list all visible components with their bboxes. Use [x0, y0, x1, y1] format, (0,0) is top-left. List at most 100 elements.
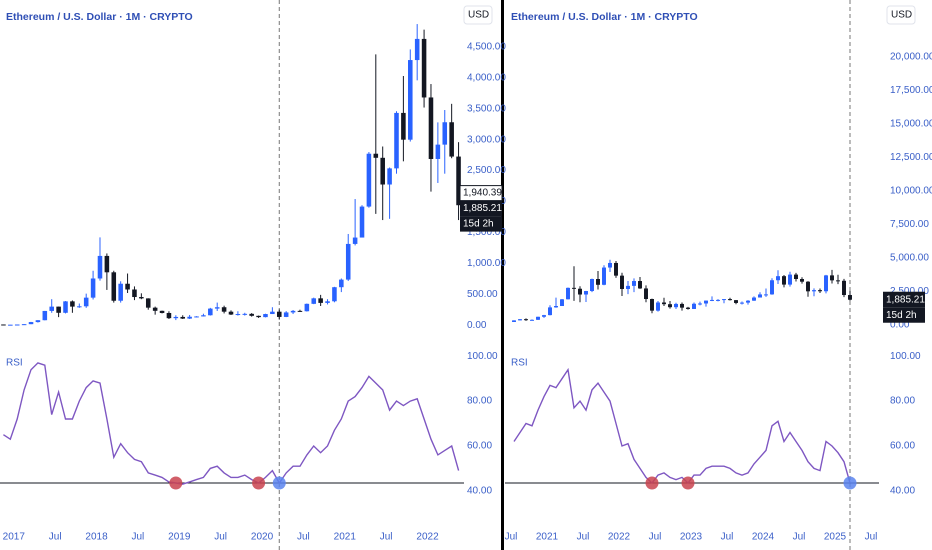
candle-body	[318, 298, 323, 303]
x-tick-label: 2023	[680, 532, 703, 543]
candle-body	[542, 315, 546, 317]
x-tick-label: Jul	[297, 532, 310, 543]
candle-body	[758, 294, 762, 298]
candle-body	[449, 122, 454, 157]
candle-body	[728, 299, 732, 301]
candle-body	[332, 287, 337, 302]
candle-body	[560, 299, 564, 307]
rsi-label: RSI	[511, 358, 528, 369]
rsi-tick-label: 60.00	[467, 441, 492, 452]
candle-body	[311, 298, 317, 304]
price-box	[460, 200, 502, 217]
candle-body	[770, 280, 774, 295]
x-tick-label: Jul	[649, 532, 662, 543]
signal-marker	[272, 476, 286, 490]
currency-label: USD	[891, 10, 912, 21]
panel-separator	[501, 0, 504, 550]
candle-body	[414, 38, 420, 61]
candle-body	[214, 307, 220, 309]
candle-body	[590, 278, 594, 292]
candle-body	[818, 290, 822, 292]
candle-body	[435, 144, 441, 159]
candle-body	[152, 307, 158, 311]
candle-body	[49, 306, 54, 311]
rsi-line	[3, 362, 460, 485]
y-tick-label: 1,500.00	[467, 227, 506, 238]
y-tick-label: 20,000.00	[890, 52, 932, 63]
candle-body	[325, 301, 330, 303]
x-tick-label: Jul	[505, 532, 518, 543]
x-tick-label: Jul	[380, 532, 393, 543]
candle-body	[221, 307, 227, 312]
rsi-tick-label: 40.00	[467, 485, 492, 496]
candle-body	[842, 280, 846, 296]
candle-body	[638, 281, 642, 289]
candle-body	[1, 324, 6, 326]
candle-body	[554, 306, 558, 308]
candle-body	[800, 278, 804, 282]
x-tick-label: 2020	[251, 532, 274, 543]
candle-body	[632, 281, 636, 286]
rsi-tick-label: 80.00	[467, 396, 492, 407]
candle-body	[752, 297, 756, 301]
candle-body	[276, 311, 282, 317]
candle-body	[830, 275, 834, 281]
x-tick-label: Jul	[577, 532, 590, 543]
y-tick-label: 3,500.00	[467, 103, 506, 114]
candle-body	[408, 60, 413, 140]
y-tick-label: 17,500.00	[890, 85, 932, 96]
candle-body	[806, 281, 810, 292]
candle-body	[283, 312, 289, 317]
candle-body	[608, 262, 612, 268]
candle-body	[166, 312, 172, 319]
candle-body	[28, 322, 34, 325]
candle-body	[614, 262, 618, 276]
chart-title: Ethereum / U.S. Dollar · 1M · CRYPTO	[6, 11, 193, 23]
currency-box	[463, 5, 493, 25]
candle-body	[536, 316, 540, 320]
candle-body	[548, 307, 552, 316]
candle-body	[698, 303, 702, 305]
price-label: 1,885.21	[463, 203, 502, 214]
candle-body	[442, 122, 448, 145]
candle-body	[56, 306, 61, 313]
x-tick-label: 2021	[334, 532, 357, 543]
candle-body	[782, 276, 786, 285]
candle-body	[8, 324, 13, 326]
candle-body	[70, 301, 75, 307]
candle-body	[228, 311, 234, 315]
candle-body	[794, 274, 798, 279]
candle-body	[530, 319, 534, 321]
x-tick-label: Jul	[793, 532, 806, 543]
candle-body	[740, 302, 744, 304]
signal-marker	[681, 476, 695, 490]
signal-marker	[645, 476, 659, 490]
candle-body	[668, 304, 672, 308]
candle-body	[524, 319, 528, 321]
countdown-label: 15d 2h	[886, 310, 917, 321]
candle-body	[644, 288, 648, 300]
rsi-line	[513, 367, 851, 485]
candle-body	[512, 320, 516, 322]
y-tick-label: 0.00	[890, 320, 910, 331]
candle-body	[674, 303, 678, 308]
candle-body	[125, 283, 130, 290]
candle-body	[602, 267, 606, 285]
candle-body	[249, 313, 254, 316]
candle-body	[366, 153, 372, 207]
y-tick-label: 7,500.00	[890, 219, 929, 230]
candle-body	[716, 299, 720, 301]
candle-body	[764, 294, 768, 296]
x-tick-label: 2025	[824, 532, 847, 543]
y-tick-label: 2,500.00	[467, 165, 506, 176]
last-close-label: 1,940.39	[463, 188, 502, 199]
x-tick-label: 2021	[536, 532, 559, 543]
candle-body	[734, 300, 738, 303]
candle-body	[456, 156, 461, 206]
candle-body	[662, 302, 666, 305]
y-tick-label: 15,000.00	[890, 119, 932, 130]
candle-body	[578, 288, 582, 295]
candle-body	[139, 297, 144, 299]
